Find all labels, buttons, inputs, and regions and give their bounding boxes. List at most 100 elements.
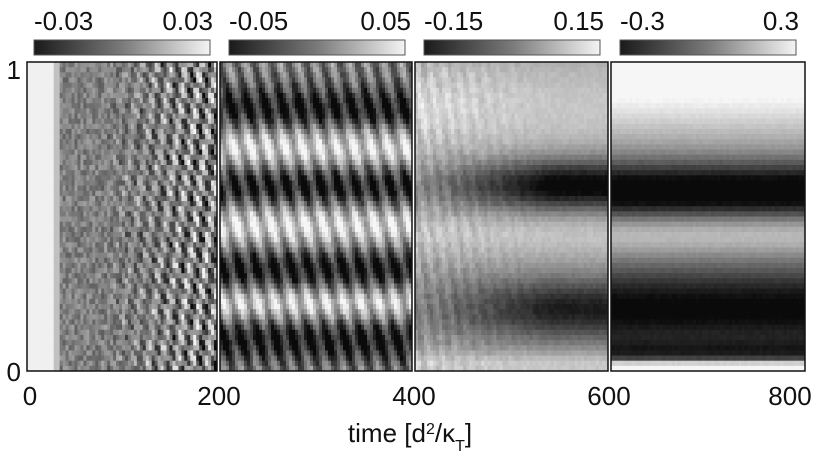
heatmap-cell (50, 283, 55, 290)
heatmap-cell (35, 201, 40, 207)
heatmap-cell (27, 103, 31, 109)
heatmap-cell (122, 190, 126, 197)
heatmap-cell (232, 118, 236, 125)
heatmap-cell (265, 242, 269, 248)
heatmap-cell (32, 360, 37, 367)
heatmap-cell (27, 216, 31, 223)
heatmap-cell (71, 283, 76, 290)
heatmap-cell (229, 134, 233, 140)
heatmap-cell (226, 324, 230, 331)
heatmap-cell (122, 211, 126, 218)
heatmap-cell (250, 345, 254, 351)
heatmap-cell (271, 350, 275, 357)
heatmap-cell (160, 118, 165, 125)
heatmap-cell (187, 211, 191, 218)
heatmap-cell (256, 72, 260, 79)
heatmap-cell (119, 340, 123, 346)
heatmap-cell (235, 190, 239, 197)
heatmap-cell (268, 98, 272, 104)
heatmap-cell (160, 288, 165, 295)
heatmap-cell (256, 273, 260, 279)
heatmap-cell (253, 72, 257, 79)
heatmap-cell (175, 355, 180, 362)
heatmap-cell (89, 149, 93, 156)
heatmap-cell (92, 314, 96, 321)
heatmap-cell (202, 257, 206, 264)
heatmap-cell (184, 360, 188, 367)
heatmap-cell (166, 185, 171, 192)
heatmap-cell (86, 67, 90, 73)
heatmap-cell (148, 247, 153, 254)
heatmap-cell (274, 185, 278, 192)
heatmap-cell (44, 82, 49, 89)
heatmap-cell (68, 87, 73, 94)
heatmap-cell (110, 108, 114, 115)
heatmap-cell (104, 293, 108, 300)
heatmap-cell (175, 340, 180, 346)
heatmap-cell (211, 108, 215, 115)
heatmap-cell (77, 82, 82, 89)
heatmap-cell (80, 98, 85, 104)
heatmap-cell (98, 262, 102, 269)
heatmap-cell (65, 252, 70, 259)
heatmap-cell (208, 98, 212, 104)
heatmap-cell (98, 329, 102, 336)
heatmap-cell (250, 211, 254, 218)
heatmap-cell (208, 278, 212, 285)
heatmap-cell (172, 329, 177, 336)
heatmap-cell (44, 67, 49, 73)
heatmap-cell (148, 345, 153, 351)
heatmap-cell (175, 62, 180, 68)
heatmap-cell (80, 242, 85, 248)
heatmap-cell (56, 298, 61, 305)
heatmap-cell (172, 170, 177, 176)
heatmap-cell (27, 149, 31, 156)
heatmap-cell (83, 180, 87, 187)
heatmap-cell (244, 98, 248, 104)
heatmap-cell (172, 216, 177, 223)
heatmap-cell (202, 149, 206, 156)
heatmap-cell (172, 293, 177, 300)
heatmap-cell (116, 149, 120, 156)
heatmap-cell (205, 82, 209, 89)
heatmap-cell (253, 231, 257, 238)
heatmap-cell (172, 324, 177, 331)
heatmap-cell (235, 128, 239, 135)
heatmap-cell (130, 355, 135, 362)
heatmap-cell (142, 319, 147, 326)
heatmap-cell (104, 62, 108, 68)
heatmap-cell (98, 278, 102, 285)
heatmap-cell (187, 128, 191, 135)
heatmap-cell (169, 252, 174, 259)
heatmap-cell (59, 113, 64, 120)
heatmap-cell (259, 123, 263, 130)
heatmap-cell (157, 345, 162, 351)
heatmap-cell (142, 201, 147, 207)
heatmap-cell (83, 72, 87, 79)
heatmap-cell (110, 231, 114, 238)
heatmap-cell (27, 92, 31, 99)
heatmap-cell (184, 231, 188, 238)
heatmap-cell (68, 180, 73, 187)
heatmap-cell (241, 128, 245, 135)
heatmap-cell (133, 108, 138, 115)
heatmap-cell (41, 185, 46, 192)
heatmap-cell (178, 139, 182, 145)
heatmap-cell (136, 190, 141, 197)
heatmap-cell (142, 237, 147, 243)
heatmap-cell (220, 92, 224, 99)
heatmap-cell (181, 180, 185, 187)
heatmap-cell (151, 221, 156, 228)
heatmap-cell (223, 77, 227, 84)
heatmap-cell (29, 350, 34, 357)
heatmap-cell (89, 82, 93, 89)
heatmap-cell (265, 180, 269, 187)
heatmap-cell (133, 221, 138, 228)
heatmap-cell (208, 309, 212, 315)
heatmap-cell (68, 273, 73, 279)
heatmap-cell (199, 252, 203, 259)
heatmap-cell (136, 175, 141, 182)
heatmap-cell (59, 185, 64, 192)
heatmap-cell (247, 293, 251, 300)
heatmap-cell (223, 134, 227, 140)
